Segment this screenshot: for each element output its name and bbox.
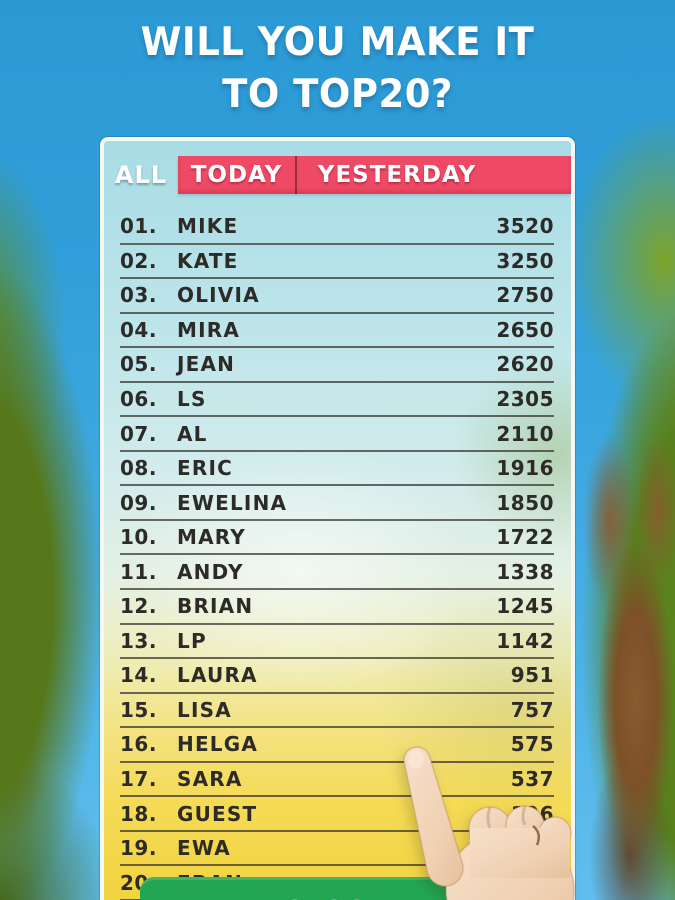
player-name: LAURA <box>177 663 258 688</box>
leaderboard-tabs: ALL TODAY YESTERDAY <box>104 156 571 194</box>
player-name: GUEST <box>177 801 258 826</box>
score-value: 3250 <box>496 248 554 273</box>
player-name: MARY <box>177 525 246 550</box>
score-value: 951 <box>510 663 554 688</box>
rank-cell: 19. <box>120 836 157 861</box>
player-name: LP <box>177 628 207 653</box>
rank-cell: 04. <box>120 317 157 342</box>
score-value: 1142 <box>496 628 554 653</box>
score-value: 1722 <box>496 525 554 550</box>
score-value: 1916 <box>496 456 554 481</box>
score-value: 575 <box>510 732 554 757</box>
player-name: JEAN <box>177 352 236 377</box>
tab-all[interactable]: ALL <box>114 161 168 189</box>
title-line-1: WILL YOU MAKE IT <box>140 19 535 65</box>
leaderboard-row: 07. AL 2110 <box>120 417 554 452</box>
player-name: BRIAN <box>177 594 254 619</box>
player-name: ANDY <box>177 559 244 584</box>
rank-cell: 11. <box>120 559 157 584</box>
score-value: 3520 <box>496 214 554 239</box>
rank-cell: 15. <box>120 697 157 722</box>
page-title: WILL YOU MAKE IT TO TOP20? <box>0 16 675 120</box>
leaderboard-row: 05. JEAN 2620 <box>120 348 554 383</box>
title-line-2: TO TOP20? <box>222 71 453 117</box>
leaderboard-row: 06. LS 2305 <box>120 383 554 418</box>
player-name: OLIVIA <box>177 283 260 308</box>
player-name: SARA <box>177 767 243 792</box>
score-value: 537 <box>510 767 554 792</box>
leaderboard-row: 03. OLIVIA 2750 <box>120 279 554 314</box>
score-value: 2750 <box>496 283 554 308</box>
rank-cell: 06. <box>120 387 157 411</box>
leaderboard-row: 15. LISA 757 <box>120 694 554 729</box>
rank-cell: 03. <box>120 283 157 308</box>
player-name: LISA <box>177 697 232 722</box>
leaderboard-row: 08. ERIC 1916 <box>120 452 554 487</box>
rank-cell: 14. <box>120 663 157 688</box>
tab-bar: TODAY YESTERDAY <box>178 156 571 194</box>
score-value: 1245 <box>496 594 554 619</box>
leaderboard-panel: ALL TODAY YESTERDAY 01. MIKE 3520 02. KATE 32… <box>100 137 575 900</box>
leaderboard-list: 01. MIKE 3520 02. KATE 3250 03. OLIVIA 2750 04. MI… <box>120 210 554 900</box>
score-value: 2620 <box>496 352 554 377</box>
rank-cell: 01. <box>120 214 157 239</box>
rank-cell: 10. <box>120 525 157 550</box>
score-value: 1338 <box>496 559 554 584</box>
score-value: 2650 <box>496 317 554 342</box>
pointer-hand-icon <box>403 746 575 900</box>
leaderboard-row: 13. LP 1142 <box>120 625 554 660</box>
player-name: AL <box>177 421 208 446</box>
leaderboard-row: 01. MIKE 3520 <box>120 210 554 245</box>
leaderboard-row: 14. LAURA 951 <box>120 659 554 694</box>
rank-cell: 13. <box>120 628 157 653</box>
leaderboard-row: 09. EWELINA 1850 <box>120 486 554 521</box>
score-value: 1850 <box>496 490 554 515</box>
rank-cell: 18. <box>120 801 157 826</box>
leaderboard-row: 11. ANDY 1338 <box>120 555 554 591</box>
rank-cell: 08. <box>120 456 157 481</box>
tab-today[interactable]: TODAY <box>190 162 283 188</box>
score-value: 2305 <box>496 387 554 411</box>
leaderboard-row: 16. HELGA 575 <box>120 728 554 763</box>
close-button[interactable]: CLOSE <box>140 877 531 900</box>
leaderboard-row: 12. BRIAN 1245 <box>120 590 554 625</box>
rank-cell: 05. <box>120 352 157 377</box>
player-name: ERIC <box>177 456 233 481</box>
rank-cell: 09. <box>120 490 157 515</box>
rank-cell: 02. <box>120 248 157 273</box>
score-value: 2110 <box>496 421 554 446</box>
player-name: MIRA <box>177 317 241 342</box>
player-name: MIKE <box>177 214 239 239</box>
leaderboard-row: 17. SARA 537 <box>120 763 554 798</box>
tab-bar-filler <box>497 156 571 194</box>
tab-yesterday[interactable]: YESTERDAY <box>317 162 477 188</box>
player-name: HELGA <box>177 732 259 757</box>
tab-divider <box>295 156 297 194</box>
player-name: EWELINA <box>177 490 288 515</box>
rank-cell: 12. <box>120 594 157 619</box>
player-name: KATE <box>177 248 239 273</box>
rank-cell: 16. <box>120 732 157 757</box>
leaderboard-row: 02. KATE 3250 <box>120 245 554 280</box>
leaderboard-row: 10. MARY 1722 <box>120 521 554 556</box>
score-value: 757 <box>510 697 554 722</box>
rank-cell: 17. <box>120 767 157 792</box>
leaderboard-row: 04. MIRA 2650 <box>120 314 554 349</box>
player-name: LS <box>177 387 207 411</box>
player-name: EWA <box>177 836 231 861</box>
rank-cell: 07. <box>120 421 157 446</box>
